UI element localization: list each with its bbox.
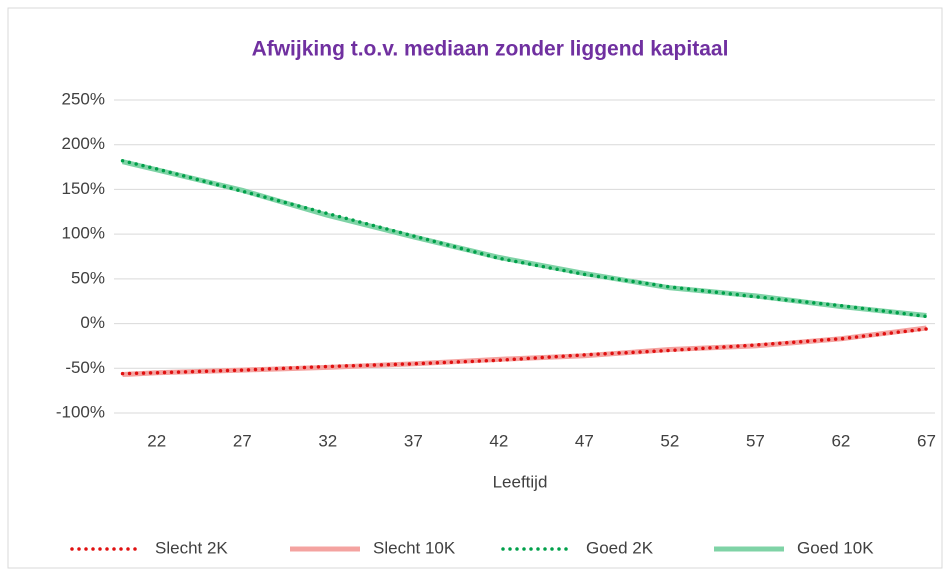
y-tick-label: 150% — [62, 179, 105, 198]
y-tick-label: 0% — [80, 313, 105, 332]
x-tick-label: 62 — [831, 431, 850, 450]
x-tick-label: 37 — [404, 431, 423, 450]
chart-frame — [7, 7, 943, 569]
x-tick-label: 27 — [233, 431, 252, 450]
y-tick-label: 250% — [62, 89, 105, 108]
x-tick-label: 52 — [660, 431, 679, 450]
y-tick-label: 50% — [71, 268, 105, 287]
y-tick-label: -100% — [56, 402, 105, 421]
y-tick-label: 200% — [62, 134, 105, 153]
x-tick-label: 22 — [147, 431, 166, 450]
x-tick-label: 67 — [917, 431, 936, 450]
y-tick-label: -50% — [65, 358, 105, 377]
x-tick-label: 47 — [575, 431, 594, 450]
legend-label: Slecht 10K — [373, 538, 456, 557]
legend-label: Goed 10K — [797, 538, 874, 557]
x-axis-label: Leeftijd — [493, 472, 548, 491]
y-tick-label: 100% — [62, 224, 105, 243]
series-line — [121, 159, 927, 319]
legend-label: Goed 2K — [586, 538, 654, 557]
x-tick-label: 42 — [489, 431, 508, 450]
x-tick-label: 32 — [318, 431, 337, 450]
x-tick-label: 57 — [746, 431, 765, 450]
legend-label: Slecht 2K — [155, 538, 228, 557]
chart-title: Afwijking t.o.v. mediaan zonder liggend … — [252, 38, 729, 61]
series-line — [120, 327, 929, 376]
